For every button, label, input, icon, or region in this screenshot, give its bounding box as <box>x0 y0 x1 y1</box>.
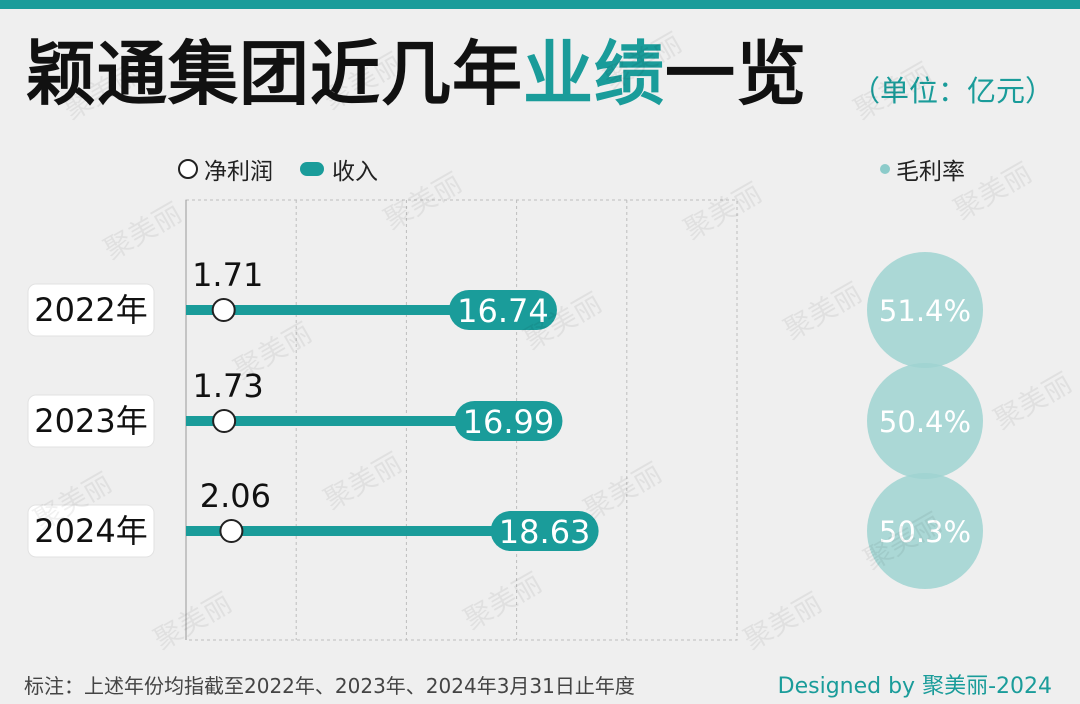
net-profit-legend-label: 净利润 <box>204 159 273 185</box>
year-label: 2022年 <box>34 291 147 329</box>
gross-margin-legend-label: 毛利率 <box>896 159 965 185</box>
net-profit-legend-marker <box>178 159 198 179</box>
revenue-value-label: 18.63 <box>499 513 591 551</box>
unit-label: （单位：亿元） <box>850 74 1054 108</box>
gross-margin-value-label: 50.4% <box>879 405 971 439</box>
net-profit-marker <box>211 298 236 322</box>
net-profit-value-label: 1.71 <box>192 256 263 294</box>
title-highlight: 业绩 <box>523 33 665 115</box>
gross-margin-value-label: 51.4% <box>879 294 971 328</box>
gross-margin-legend-marker <box>880 164 890 174</box>
revenue-value-pill <box>448 290 557 330</box>
net-profit-value-label: 2.06 <box>200 477 271 515</box>
gross-margin-circle <box>867 252 983 368</box>
year-label-box <box>27 283 155 337</box>
year-label: 2023年 <box>34 402 147 440</box>
plot-frame <box>185 199 738 641</box>
revenue-value-pill <box>490 511 599 551</box>
legend-gross-margin: 毛利率 <box>880 152 965 186</box>
year-label-box <box>27 504 155 558</box>
net-profit-marker <box>219 519 244 543</box>
year-label-box <box>27 394 155 448</box>
legend-revenue: 收入 <box>300 152 378 186</box>
revenue-legend-label: 收入 <box>332 159 378 185</box>
revenue-legend-marker <box>300 162 324 176</box>
title-part1: 颖通集团近几年 <box>26 33 523 115</box>
page-title: 颖通集团近几年业绩一览 <box>26 18 807 119</box>
top-accent-bar <box>0 0 1080 9</box>
designer-credit: Designed by 聚美丽-2024 <box>777 674 1052 699</box>
revenue-value-label: 16.74 <box>457 292 549 330</box>
gross-margin-circle <box>867 363 983 479</box>
net-profit-marker <box>212 409 237 433</box>
year-label: 2024年 <box>34 512 147 550</box>
revenue-value-pill <box>454 401 563 441</box>
legend-net-profit: 净利润 <box>178 152 273 186</box>
gross-margin-circle <box>867 473 983 589</box>
footnote: 标注：上述年份均指截至2022年、2023年、2024年3月31日止年度 <box>24 674 635 698</box>
net-profit-value-label: 1.73 <box>193 367 264 405</box>
gross-margin-value-label: 50.3% <box>879 515 971 549</box>
revenue-value-label: 16.99 <box>463 403 555 441</box>
title-part2: 一览 <box>665 33 807 115</box>
